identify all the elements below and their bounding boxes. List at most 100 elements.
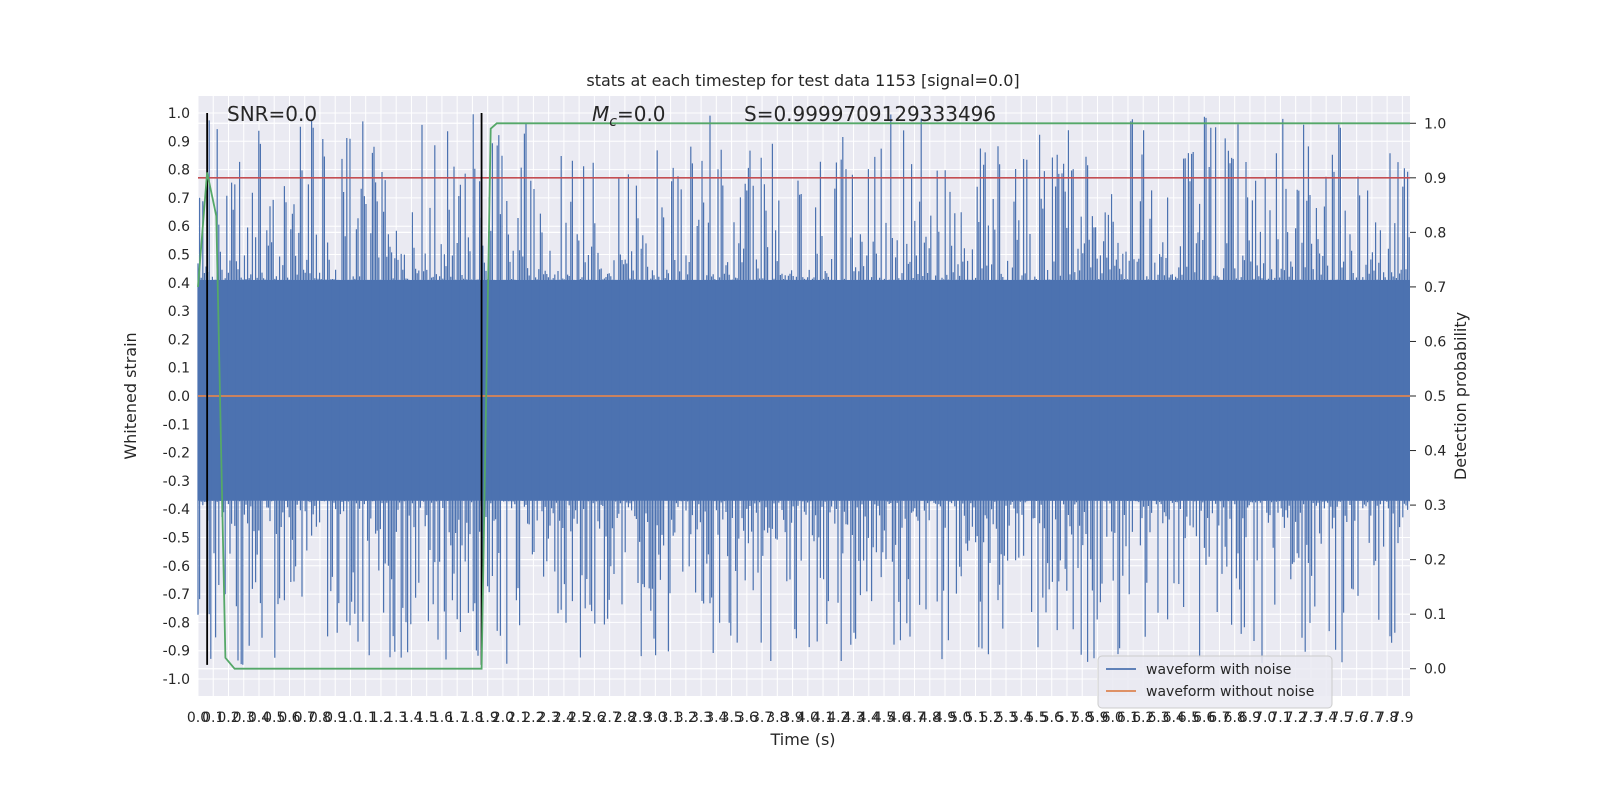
x-tick-label: 1.4 [400, 710, 422, 726]
x-tick-label: 1.5 [416, 710, 438, 726]
x-tick-label: 0.6 [278, 710, 300, 726]
x-tick-label: 6.2 [1132, 710, 1154, 726]
y-tick-label: -0.6 [163, 559, 190, 575]
x-tick-label: 0.8 [309, 710, 331, 726]
x-tick-label: 4.4 [858, 710, 880, 726]
y-tick-label: 0.2 [168, 332, 190, 348]
x-tick-label: 1.8 [461, 710, 483, 726]
x-tick-label: 2.8 [614, 710, 636, 726]
y-tick-label: 0.8 [168, 163, 190, 179]
x-tick-label: 4.5 [873, 710, 895, 726]
y2-tick-label: 0.3 [1424, 498, 1446, 514]
y2-axis-ticks: 1.0 0.9 0.8 0.7 0.6 0.5 0.4 0.3 0.2 0.1 0.0 [1410, 116, 1446, 678]
x-tick-label: 4.6 [888, 710, 910, 726]
y-axis-ticks: 1.0 0.9 0.8 0.7 0.6 0.5 0.4 0.3 0.2 0.1 0.0 -0.1 -0.… [163, 106, 190, 688]
x-tick-label: 4.7 [903, 710, 925, 726]
snr-annotation: SNR=0.0 [227, 102, 317, 126]
x-tick-label: 3.9 [781, 710, 803, 726]
noise-spikes [197, 114, 1410, 665]
x-tick-label: 5.1 [964, 710, 986, 726]
y-tick-label: -0.5 [163, 531, 190, 547]
x-tick-label: 7.1 [1269, 710, 1291, 726]
y2-tick-label: 0.2 [1424, 553, 1446, 569]
x-tick-label: 1.2 [370, 710, 392, 726]
x-axis-label: Time (s) [769, 730, 835, 749]
chirp-mass-subscript: c [609, 114, 617, 130]
y-tick-label: -0.1 [163, 417, 190, 433]
x-tick-label: 7.7 [1361, 710, 1383, 726]
x-tick-label: 1.1 [355, 710, 377, 726]
x-tick-label: 1.6 [431, 710, 453, 726]
y2-axis-label: Detection probability [1451, 312, 1470, 480]
x-tick-label: 1.3 [385, 710, 407, 726]
s-annotation: S=0.9999709129333496 [744, 102, 996, 126]
x-tick-label: 6.7 [1208, 710, 1230, 726]
x-tick-label: 6.9 [1239, 710, 1261, 726]
x-tick-label: 3.2 [675, 710, 697, 726]
x-tick-label: 2.1 [507, 710, 529, 726]
y-tick-label: 1.0 [168, 106, 190, 122]
detection-probability-line [197, 122, 1410, 670]
x-tick-label: 7.8 [1376, 710, 1398, 726]
legend-label-noise: waveform with noise [1146, 662, 1291, 678]
y2-tick-label: 0.9 [1424, 171, 1446, 187]
x-tick-label: 3.8 [766, 710, 788, 726]
x-tick-label: 5.4 [1010, 710, 1032, 726]
x-tick-label: 7.2 [1285, 710, 1307, 726]
y-tick-label: 0.0 [168, 389, 190, 405]
y2-tick-label: 0.5 [1424, 389, 1446, 405]
y-tick-label: 0.5 [168, 247, 190, 263]
y-tick-label: 0.6 [168, 219, 190, 235]
x-tick-label: 0.9 [324, 710, 346, 726]
y2-tick-label: 0.6 [1424, 334, 1446, 350]
x-tick-label: 1.9 [477, 710, 499, 726]
x-tick-label: 6.1 [1117, 710, 1139, 726]
x-tick-label: 6.3 [1147, 710, 1169, 726]
y-axis-label: Whitened strain [121, 332, 140, 459]
x-tick-label: 2.3 [538, 710, 560, 726]
chirp-mass-value: =0.0 [617, 102, 666, 126]
x-tick-label: 5.5 [1025, 710, 1047, 726]
noise-waveform [197, 114, 1410, 665]
x-tick-label: 6.8 [1224, 710, 1246, 726]
x-tick-label: 7.9 [1391, 710, 1413, 726]
y-tick-label: 0.1 [168, 361, 190, 377]
x-tick-label: 1.0 [339, 710, 361, 726]
x-tick-label: 0.1 [202, 710, 224, 726]
x-tick-label: 0.5 [263, 710, 285, 726]
x-tick-label: 2.2 [522, 710, 544, 726]
x-tick-label: 7.4 [1315, 710, 1337, 726]
chirp-mass-annotation: Mc=0.0 [592, 102, 666, 130]
x-tick-label: 4.8 [919, 710, 941, 726]
x-tick-label: 0.0 [187, 710, 209, 726]
x-tick-label: 3.4 [705, 710, 727, 726]
x-tick-label: 5.8 [1071, 710, 1093, 726]
x-tick-label: 7.3 [1300, 710, 1322, 726]
x-tick-label: 2.4 [553, 710, 575, 726]
y2-tick-label: 1.0 [1424, 116, 1446, 132]
y2-tick-label: 0.7 [1424, 280, 1446, 296]
x-tick-label: 6.4 [1163, 710, 1185, 726]
x-tick-label: 1.7 [446, 710, 468, 726]
x-tick-label: 5.3 [995, 710, 1017, 726]
x-tick-label: 2.7 [598, 710, 620, 726]
y-tick-label: 0.4 [168, 276, 190, 292]
y2-tick-label: 0.4 [1424, 444, 1446, 460]
y-tick-label: 0.9 [168, 134, 190, 150]
x-tick-label: 6.0 [1102, 710, 1124, 726]
y-tick-label: 0.3 [168, 304, 190, 320]
x-tick-label: 2.0 [492, 710, 514, 726]
x-tick-label: 6.5 [1178, 710, 1200, 726]
x-tick-label: 4.0 [797, 710, 819, 726]
x-tick-label: 0.2 [217, 710, 239, 726]
x-tick-label: 3.0 [644, 710, 666, 726]
chirp-mass-symbol: M [592, 102, 609, 126]
x-tick-label: 3.1 [659, 710, 681, 726]
x-tick-label: 5.7 [1056, 710, 1078, 726]
y2-tick-label: 0.1 [1424, 607, 1446, 623]
x-tick-label: 2.6 [583, 710, 605, 726]
y-tick-label: -0.8 [163, 615, 190, 631]
x-tick-label: 7.5 [1330, 710, 1352, 726]
legend: waveform with noise waveform without noi… [1097, 655, 1333, 709]
